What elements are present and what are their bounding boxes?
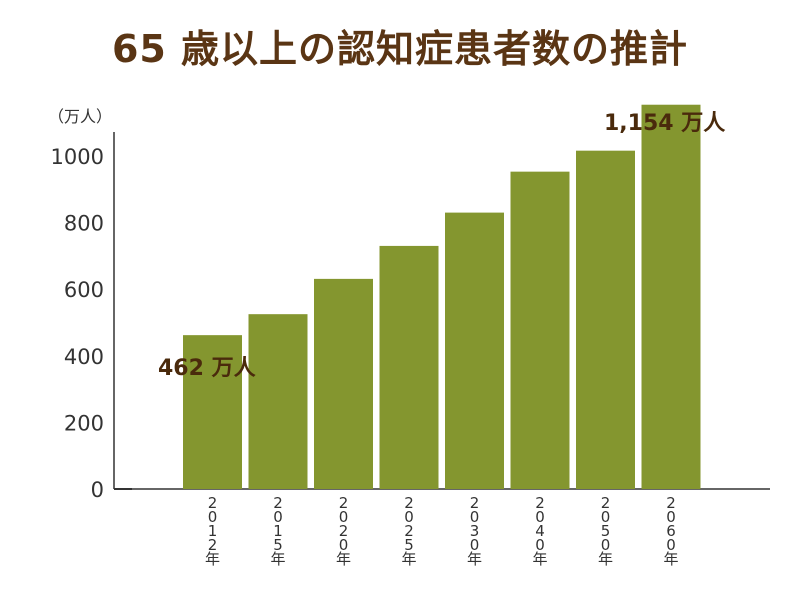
y-tick-label: 400 [64, 345, 104, 369]
x-tick-label-char: 0 [666, 508, 676, 526]
x-tick-label-char: 年 [270, 550, 285, 568]
x-tick-label-char: 1 [273, 522, 283, 540]
bar [445, 212, 504, 490]
x-tick-label-char: 年 [663, 550, 678, 568]
x-tick-label-char: 0 [470, 508, 480, 526]
x-tick-label-char: 0 [535, 508, 545, 526]
bar [314, 278, 373, 489]
x-tick-label-char: 2 [208, 536, 218, 554]
y-tick-label: 800 [64, 212, 104, 236]
bar [510, 171, 570, 489]
bars [183, 104, 701, 490]
x-tick-label-char: 0 [601, 536, 611, 554]
bar [576, 150, 635, 489]
x-tick-label-char: 2 [339, 494, 349, 512]
x-tick-label-char: 0 [404, 508, 414, 526]
x-tick-label-char: 0 [666, 536, 676, 554]
bar [248, 314, 308, 489]
y-tick-label: 0 [91, 478, 104, 502]
x-tick-label-char: 5 [601, 522, 611, 540]
x-tick-label-char: 0 [601, 508, 611, 526]
x-tick-label-char: 2 [601, 494, 611, 512]
chart-title: 65 歳以上の認知症患者数の推計 [111, 27, 689, 71]
x-tick-label-char: 年 [401, 550, 416, 568]
labels: 020040060080010002012年2015年2020年2025年203… [51, 111, 726, 568]
x-tick-label-char: 6 [666, 522, 676, 540]
x-tick-label-char: 2 [404, 522, 414, 540]
x-tick-label-char: 0 [339, 536, 349, 554]
x-tick-label-char: 0 [339, 508, 349, 526]
x-tick-label-char: 0 [535, 536, 545, 554]
data-label: 462 万人 [158, 356, 256, 381]
y-axis-unit-label: （万人） [48, 107, 113, 126]
x-tick-label-char: 0 [470, 536, 480, 554]
x-tick-label-char: 2 [208, 494, 218, 512]
data-label: 1,154 万人 [604, 111, 725, 136]
x-tick-label-char: 2 [404, 494, 414, 512]
x-tick-label-char: 5 [404, 536, 414, 554]
x-tick-label-char: 年 [205, 550, 220, 568]
bar [641, 104, 701, 489]
x-tick-label-char: 2 [273, 494, 283, 512]
y-tick-label: 1000 [51, 145, 104, 169]
x-tick-label-char: 1 [208, 522, 218, 540]
x-tick-label-char: 0 [273, 508, 283, 526]
x-tick-label-char: 2 [470, 494, 480, 512]
x-tick-label-char: 2 [666, 494, 676, 512]
x-tick-label-char: 2 [535, 494, 545, 512]
x-tick-label-char: 4 [535, 522, 545, 540]
x-tick-label-char: 5 [273, 536, 283, 554]
bar [379, 245, 439, 489]
bar [183, 335, 242, 489]
x-tick-label-char: 年 [467, 550, 482, 568]
x-tick-label-char: 0 [208, 508, 218, 526]
x-tick-label-char: 3 [470, 522, 480, 540]
y-tick-label: 200 [64, 411, 104, 435]
x-tick-label-char: 2 [339, 522, 349, 540]
y-tick-label: 600 [64, 278, 104, 302]
x-tick-label-char: 年 [532, 550, 547, 568]
x-tick-label-char: 年 [336, 550, 351, 568]
x-tick-label-char: 年 [598, 550, 613, 568]
